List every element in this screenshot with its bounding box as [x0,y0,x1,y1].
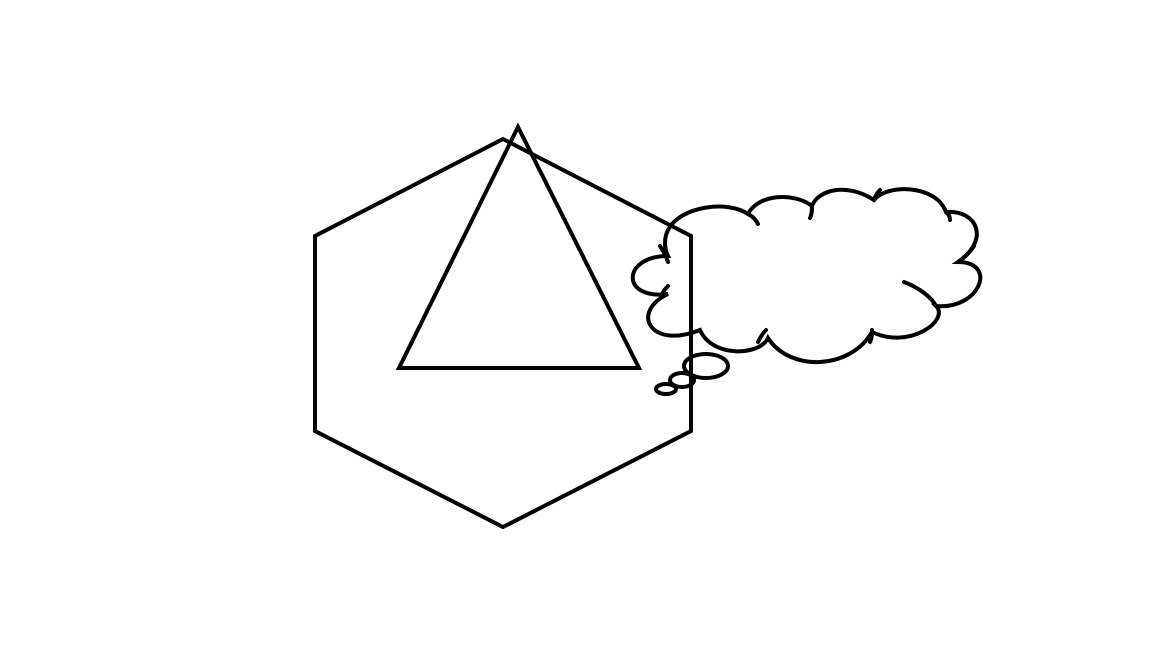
tail-bubble-medium [668,371,696,389]
triangle-shape[interactable] [395,122,643,370]
cloud-detail-5 [902,280,938,308]
cloud-detail-6 [956,244,976,264]
cloud-outline [630,187,983,365]
cloud-detail-8 [872,188,882,202]
cloud-detail-7 [944,210,952,222]
cloud-detail-3 [756,328,768,344]
cloud-detail-4 [868,328,874,344]
hexagon-shape[interactable] [313,136,693,530]
cloud-detail-9 [808,204,814,220]
thought-bubble-shape[interactable] [630,187,983,396]
cloud-detail-1 [658,244,670,264]
cloud-detail-10 [746,212,760,226]
tail-bubble-large [682,352,730,380]
cloud-detail-2 [660,284,670,296]
tail-bubble-small [654,382,678,396]
